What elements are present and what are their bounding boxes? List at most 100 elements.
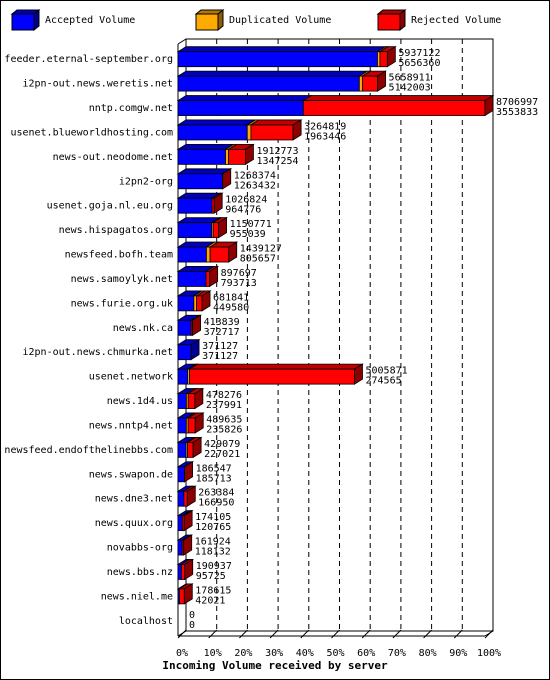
y-tick-label: feeder.eternal-september.org (4, 54, 173, 65)
accepted-label: 118132 (195, 547, 231, 558)
bar (177, 344, 192, 361)
bar-side (192, 436, 202, 459)
offered-label: 178615 (195, 585, 231, 596)
bar-side (386, 45, 396, 68)
x-tick-label: 80% (419, 648, 437, 659)
legend-swatch-side (217, 8, 224, 32)
accepted-label: 274565 (365, 376, 401, 387)
x-tick-label: 0% (176, 648, 188, 659)
bar (189, 368, 355, 385)
bar (177, 246, 207, 263)
bar (177, 148, 226, 165)
bar-side (377, 70, 386, 92)
bar-top (176, 119, 257, 126)
offered-label: 263384 (198, 488, 234, 499)
offered-label: 0 (189, 610, 195, 621)
bar (179, 588, 185, 605)
bar (177, 271, 207, 287)
legend-label: Accepted Volume (45, 15, 135, 26)
tick-mark (331, 629, 340, 639)
bar (212, 222, 219, 239)
bar-side (245, 143, 254, 166)
bar-side (484, 94, 494, 117)
bar-top (176, 70, 369, 77)
offered-label: 681841 (213, 292, 249, 303)
x-tick-label: 90% (449, 648, 467, 659)
tick-mark (300, 629, 310, 639)
x-tick-label: 70% (388, 648, 406, 659)
bar (177, 441, 187, 458)
bar (177, 197, 213, 214)
offered-label: 174105 (195, 512, 231, 523)
bar (250, 124, 294, 141)
bar (177, 539, 183, 556)
x-tick-label: 30% (265, 648, 283, 659)
bar-side (213, 192, 223, 214)
y-tick-label: news.niel.me (101, 591, 173, 602)
bar (177, 368, 189, 385)
tick-mark (423, 629, 432, 639)
bar-top (301, 95, 495, 101)
y-tick-label: news.swapon.de (89, 469, 173, 480)
bar (177, 75, 360, 92)
offered-label: 413839 (204, 317, 240, 328)
bar (196, 295, 203, 312)
bar-side (192, 314, 201, 337)
accepted-label: 237991 (206, 400, 242, 411)
x-tick-label: 20% (234, 648, 252, 659)
bar-top (176, 46, 387, 53)
y-tick-label: news-out.neodome.net (53, 152, 173, 163)
bar-side (184, 461, 193, 483)
bar (225, 148, 229, 165)
legend-swatch-side (399, 8, 406, 32)
bar-side (201, 290, 211, 312)
accepted-label: 964776 (225, 205, 261, 216)
bar-side (186, 485, 196, 507)
y-tick-label: news.bbs.nz (107, 567, 173, 578)
y-tick-label: usenet.network (89, 372, 173, 383)
accepted-label: 1347254 (256, 156, 298, 167)
bar (177, 490, 185, 507)
tick-mark (239, 629, 248, 639)
offered-label: 897697 (221, 268, 257, 279)
offered-label: 5937122 (398, 48, 440, 59)
y-tick-label: news.dne3.net (95, 494, 173, 505)
bar-side (194, 387, 204, 410)
bar-side (209, 265, 219, 288)
bar-side (222, 168, 232, 190)
bar-side (183, 583, 193, 605)
tick-mark (208, 629, 218, 639)
legend-swatch-side (33, 8, 40, 32)
bar (187, 393, 196, 409)
tick-mark (361, 629, 371, 639)
offered-label: 1026824 (225, 195, 267, 206)
y-tick-label: i2pn-out.news.chmurka.net (22, 347, 173, 358)
bar (177, 319, 192, 336)
bar (228, 148, 246, 165)
bar (205, 271, 211, 287)
tick-mark (177, 629, 187, 639)
bar-side (190, 338, 200, 361)
bar (379, 51, 388, 68)
bar (177, 466, 185, 483)
chart-title: Incoming Volume received by server (162, 659, 388, 672)
bar (180, 564, 186, 580)
bar (187, 441, 194, 458)
offered-label: 5005871 (365, 366, 407, 377)
bar-side (184, 558, 194, 581)
y-tick-label: news.nntp4.net (89, 420, 173, 431)
accepted-label: 185713 (196, 473, 232, 484)
bar (177, 222, 213, 239)
y-tick-label: usenet.goja.nl.eu.org (47, 201, 173, 212)
accepted-label: 1963446 (304, 131, 346, 142)
x-tick-label: 50% (326, 648, 344, 659)
accepted-label: 5142003 (389, 83, 431, 94)
accepted-label: 371127 (202, 351, 238, 362)
bar (177, 417, 187, 434)
bar-top (188, 363, 364, 370)
bar (177, 564, 182, 580)
offered-label: 1150771 (230, 219, 272, 230)
bar (193, 295, 198, 312)
legend-swatch (377, 13, 401, 31)
